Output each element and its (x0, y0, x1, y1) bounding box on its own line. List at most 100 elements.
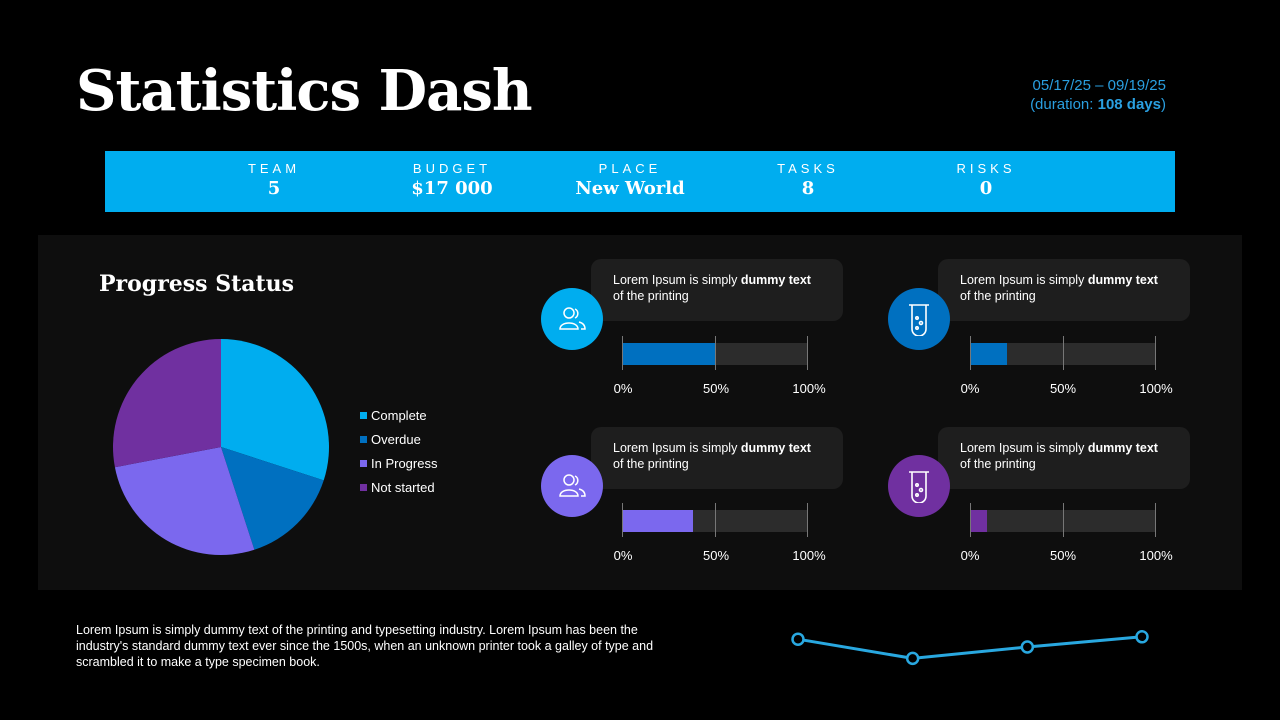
tick-label: 50% (1049, 548, 1077, 563)
info-card-2: Lorem Ipsum is simply dummy text of the p… (938, 259, 1190, 321)
tick-50 (715, 503, 716, 537)
card-text-bold: dummy text (740, 273, 811, 287)
tick-100 (807, 503, 808, 537)
date-range: 05/17/25 – 09/19/25 (1032, 77, 1166, 94)
card-text-bold: dummy text (1087, 441, 1158, 455)
trend-point (905, 651, 920, 666)
stat-budget: BUDGET $17 000 (362, 161, 542, 199)
tick-0 (622, 336, 623, 370)
info-card-3: Lorem Ipsum is simply dummy text of the p… (591, 427, 843, 489)
stat-label: BUDGET (412, 161, 492, 176)
users-icon (541, 455, 603, 517)
test-tube-icon (888, 288, 950, 350)
tick-label: 100% (792, 381, 826, 396)
progress-track-2 (970, 336, 1156, 370)
trend-point (791, 632, 805, 646)
tick-50 (715, 336, 716, 370)
card-text: Lorem Ipsum is simply (613, 441, 741, 455)
progress-track-1 (622, 336, 808, 370)
tick-50 (1063, 503, 1064, 537)
duration: (duration: 108 days) (1030, 95, 1166, 114)
pie-slice-not-started (112, 339, 221, 468)
page-title: Statistics Dash (76, 58, 533, 124)
progress-fill-2 (970, 343, 1008, 365)
tick-label: 50% (702, 548, 730, 563)
tick-label: 100% (1139, 548, 1173, 563)
legend-label: Overdue (371, 431, 421, 447)
legend-label: Not started (371, 479, 435, 495)
card-text: Lorem Ipsum is simply (960, 441, 1088, 455)
stat-label: RISKS (956, 161, 1016, 176)
tick-label: 100% (1139, 381, 1173, 396)
duration-suffix: ) (1161, 96, 1166, 113)
card-text-rest: of the printing (613, 457, 689, 471)
tick-label: 50% (1049, 381, 1077, 396)
trend-line-chart (791, 630, 1149, 666)
stat-place: PLACE New World (540, 161, 720, 199)
card-text: Lorem Ipsum is simply (960, 273, 1088, 287)
tick-100 (807, 336, 808, 370)
tick-label: 50% (702, 381, 730, 396)
progress-pie-chart (112, 339, 329, 555)
pie-slice-in-progress (114, 447, 255, 555)
legend-swatch (360, 435, 367, 443)
trend-point (1020, 640, 1035, 654)
trend-line (797, 635, 1143, 660)
tick-100 (1155, 503, 1156, 537)
progress-fill-1 (622, 343, 715, 365)
legend-swatch (360, 459, 367, 467)
stat-label: PLACE (598, 161, 662, 176)
pie-slice-complete (221, 339, 329, 481)
stat-value: New World (575, 178, 685, 199)
tick-0 (970, 503, 971, 537)
pie-slice-overdue (221, 447, 324, 550)
progress-fill-4 (970, 510, 987, 532)
tick-50 (1063, 336, 1064, 370)
stat-value: 8 (801, 178, 815, 199)
stat-label: TEAM (247, 161, 301, 176)
stat-team: TEAM 5 (184, 161, 364, 199)
legend-label: In Progress (371, 455, 438, 471)
test-tube-icon (888, 455, 950, 517)
duration-prefix: (duration: (1030, 96, 1098, 113)
stats-bar: TEAM 5 BUDGET $17 000 PLACE New World TA… (105, 151, 1175, 212)
tick-label: 0% (960, 548, 980, 563)
legend-item-not-started: Not started (360, 475, 437, 499)
card-text-bold: dummy text (740, 441, 811, 455)
progress-track-4 (970, 503, 1156, 537)
date-range-block: 05/17/25 – 09/19/25 (duration: 108 days) (1030, 76, 1166, 114)
tick-label: 0% (613, 548, 633, 563)
users-icon (541, 288, 603, 350)
stat-value: $17 000 (411, 178, 493, 199)
stat-tasks: TASKS 8 (718, 161, 898, 199)
card-text: Lorem Ipsum is simply (613, 273, 741, 287)
legend-label: Complete (371, 407, 427, 423)
stat-value: 0 (979, 178, 993, 199)
progress-fill-3 (622, 510, 693, 532)
stat-label: TASKS (777, 161, 839, 176)
legend-item-overdue: Overdue (360, 427, 437, 451)
pie-legend: Complete Overdue In Progress Not started (360, 403, 437, 499)
stat-value: 5 (267, 178, 281, 199)
stat-risks: RISKS 0 (896, 161, 1076, 199)
trend-point (1135, 630, 1149, 644)
info-card-4: Lorem Ipsum is simply dummy text of the p… (938, 427, 1190, 489)
duration-value: 108 days (1097, 96, 1161, 113)
tick-0 (970, 336, 971, 370)
card-text-rest: of the printing (960, 457, 1036, 471)
info-card-1: Lorem Ipsum is simply dummy text of the p… (591, 259, 843, 321)
tick-label: 0% (960, 381, 980, 396)
card-text-bold: dummy text (1087, 273, 1158, 287)
card-text-rest: of the printing (613, 289, 689, 303)
tick-100 (1155, 336, 1156, 370)
progress-title: Progress Status (99, 271, 295, 297)
legend-item-in-progress: In Progress (360, 451, 437, 475)
progress-track-3 (622, 503, 808, 537)
card-text-rest: of the printing (960, 289, 1036, 303)
tick-0 (622, 503, 623, 537)
legend-swatch (360, 483, 367, 491)
tick-label: 100% (792, 548, 826, 563)
legend-item-complete: Complete (360, 403, 437, 427)
tick-label: 0% (613, 381, 633, 396)
legend-swatch (360, 411, 367, 419)
